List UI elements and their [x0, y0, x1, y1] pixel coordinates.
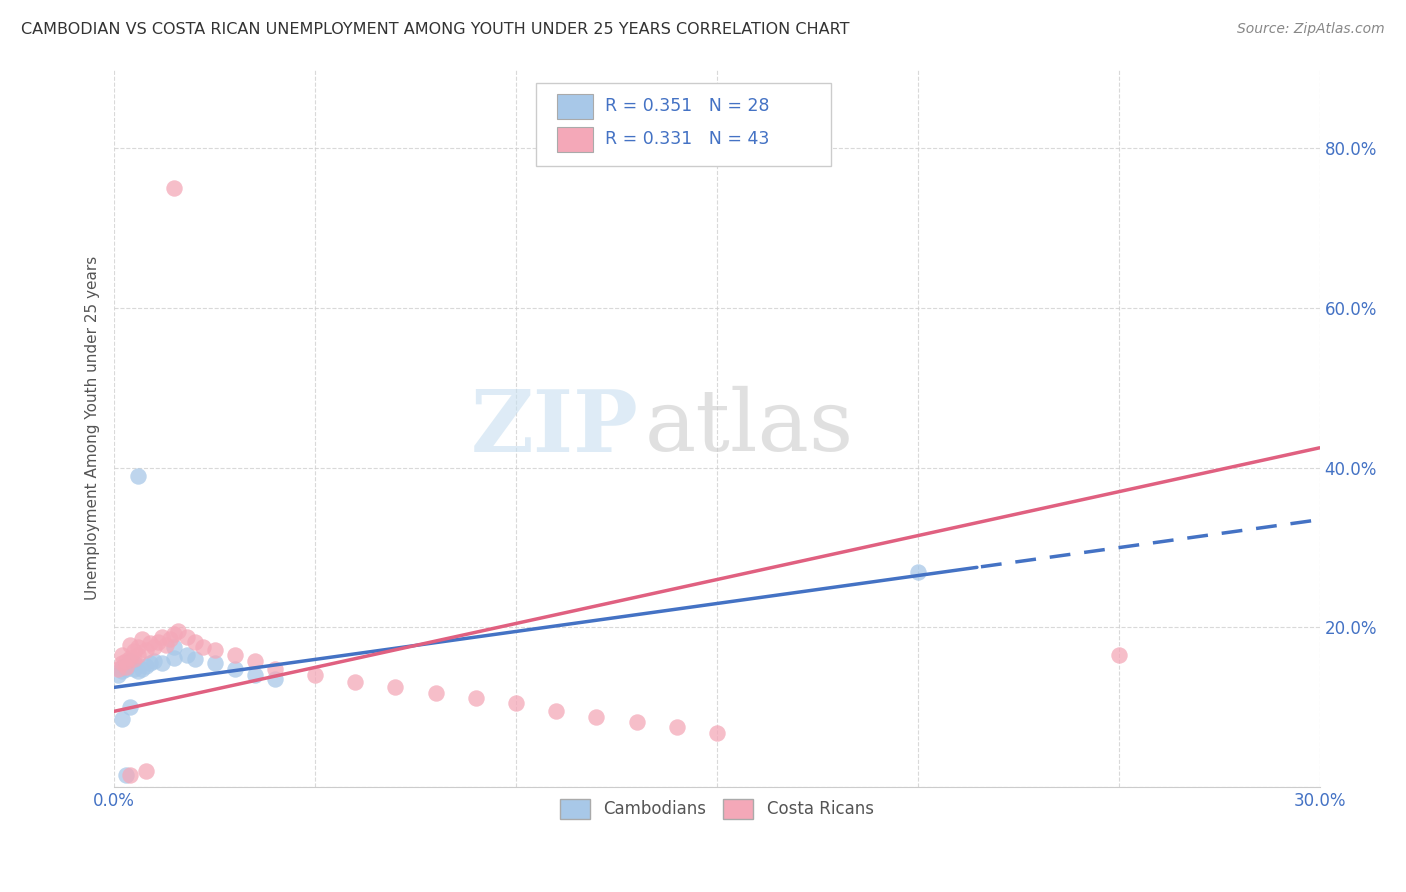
- Text: ZIP: ZIP: [471, 386, 638, 470]
- Point: [120, 654, 142, 668]
- Point: [135, 658, 157, 673]
- Point: [107, 662, 129, 676]
- Point: [224, 662, 246, 676]
- Point: [135, 643, 157, 657]
- Point: [124, 657, 146, 671]
- Point: [127, 648, 149, 663]
- Point: [111, 657, 134, 671]
- Point: [907, 565, 929, 579]
- Point: [163, 627, 186, 641]
- Point: [243, 654, 266, 668]
- Point: [183, 635, 205, 649]
- Point: [124, 662, 146, 676]
- Point: [585, 710, 607, 724]
- Point: [163, 181, 186, 195]
- Point: [505, 696, 527, 710]
- Point: [1108, 648, 1130, 663]
- Point: [120, 638, 142, 652]
- Point: [204, 643, 226, 657]
- Point: [143, 654, 166, 668]
- Point: [546, 704, 568, 718]
- Point: [143, 640, 166, 655]
- Point: [264, 662, 287, 676]
- Point: [148, 635, 170, 649]
- Point: [626, 714, 648, 729]
- Y-axis label: Unemployment Among Youth under 25 years: Unemployment Among Youth under 25 years: [86, 256, 100, 600]
- Point: [127, 640, 149, 655]
- Point: [176, 630, 198, 644]
- Point: [183, 652, 205, 666]
- Point: [111, 712, 134, 726]
- Point: [152, 657, 174, 671]
- Point: [115, 768, 138, 782]
- Point: [115, 662, 138, 676]
- Point: [706, 726, 728, 740]
- Point: [107, 668, 129, 682]
- Point: [176, 648, 198, 663]
- Point: [120, 650, 142, 665]
- Point: [243, 668, 266, 682]
- Point: [384, 681, 406, 695]
- Point: [464, 690, 486, 705]
- FancyBboxPatch shape: [557, 94, 593, 119]
- Point: [163, 640, 186, 655]
- Point: [115, 660, 138, 674]
- Point: [131, 632, 153, 647]
- Point: [131, 662, 153, 676]
- Point: [115, 654, 138, 668]
- Point: [163, 650, 186, 665]
- Point: [224, 648, 246, 663]
- Point: [167, 624, 190, 639]
- Point: [425, 686, 447, 700]
- Text: Source: ZipAtlas.com: Source: ZipAtlas.com: [1237, 22, 1385, 37]
- Point: [127, 665, 149, 679]
- Point: [159, 632, 181, 647]
- Text: R = 0.351   N = 28: R = 0.351 N = 28: [605, 97, 769, 115]
- FancyBboxPatch shape: [536, 83, 831, 166]
- Point: [111, 665, 134, 679]
- Point: [127, 468, 149, 483]
- Text: CAMBODIAN VS COSTA RICAN UNEMPLOYMENT AMONG YOUTH UNDER 25 YEARS CORRELATION CHA: CAMBODIAN VS COSTA RICAN UNEMPLOYMENT AM…: [21, 22, 849, 37]
- Point: [155, 638, 177, 652]
- Point: [120, 657, 142, 671]
- Legend: Cambodians, Costa Ricans: Cambodians, Costa Ricans: [554, 792, 880, 826]
- Point: [152, 630, 174, 644]
- Point: [124, 644, 146, 658]
- FancyBboxPatch shape: [557, 127, 593, 152]
- Point: [120, 768, 142, 782]
- Point: [191, 640, 214, 655]
- Point: [139, 636, 162, 650]
- Text: R = 0.331   N = 43: R = 0.331 N = 43: [605, 130, 769, 148]
- Point: [204, 657, 226, 671]
- Point: [665, 720, 688, 734]
- Point: [139, 657, 162, 671]
- Point: [120, 700, 142, 714]
- Point: [344, 674, 367, 689]
- Text: atlas: atlas: [644, 386, 853, 469]
- Point: [111, 648, 134, 663]
- Point: [264, 673, 287, 687]
- Point: [304, 668, 326, 682]
- Point: [124, 652, 146, 666]
- Point: [111, 660, 134, 674]
- Point: [115, 658, 138, 673]
- Point: [135, 764, 157, 779]
